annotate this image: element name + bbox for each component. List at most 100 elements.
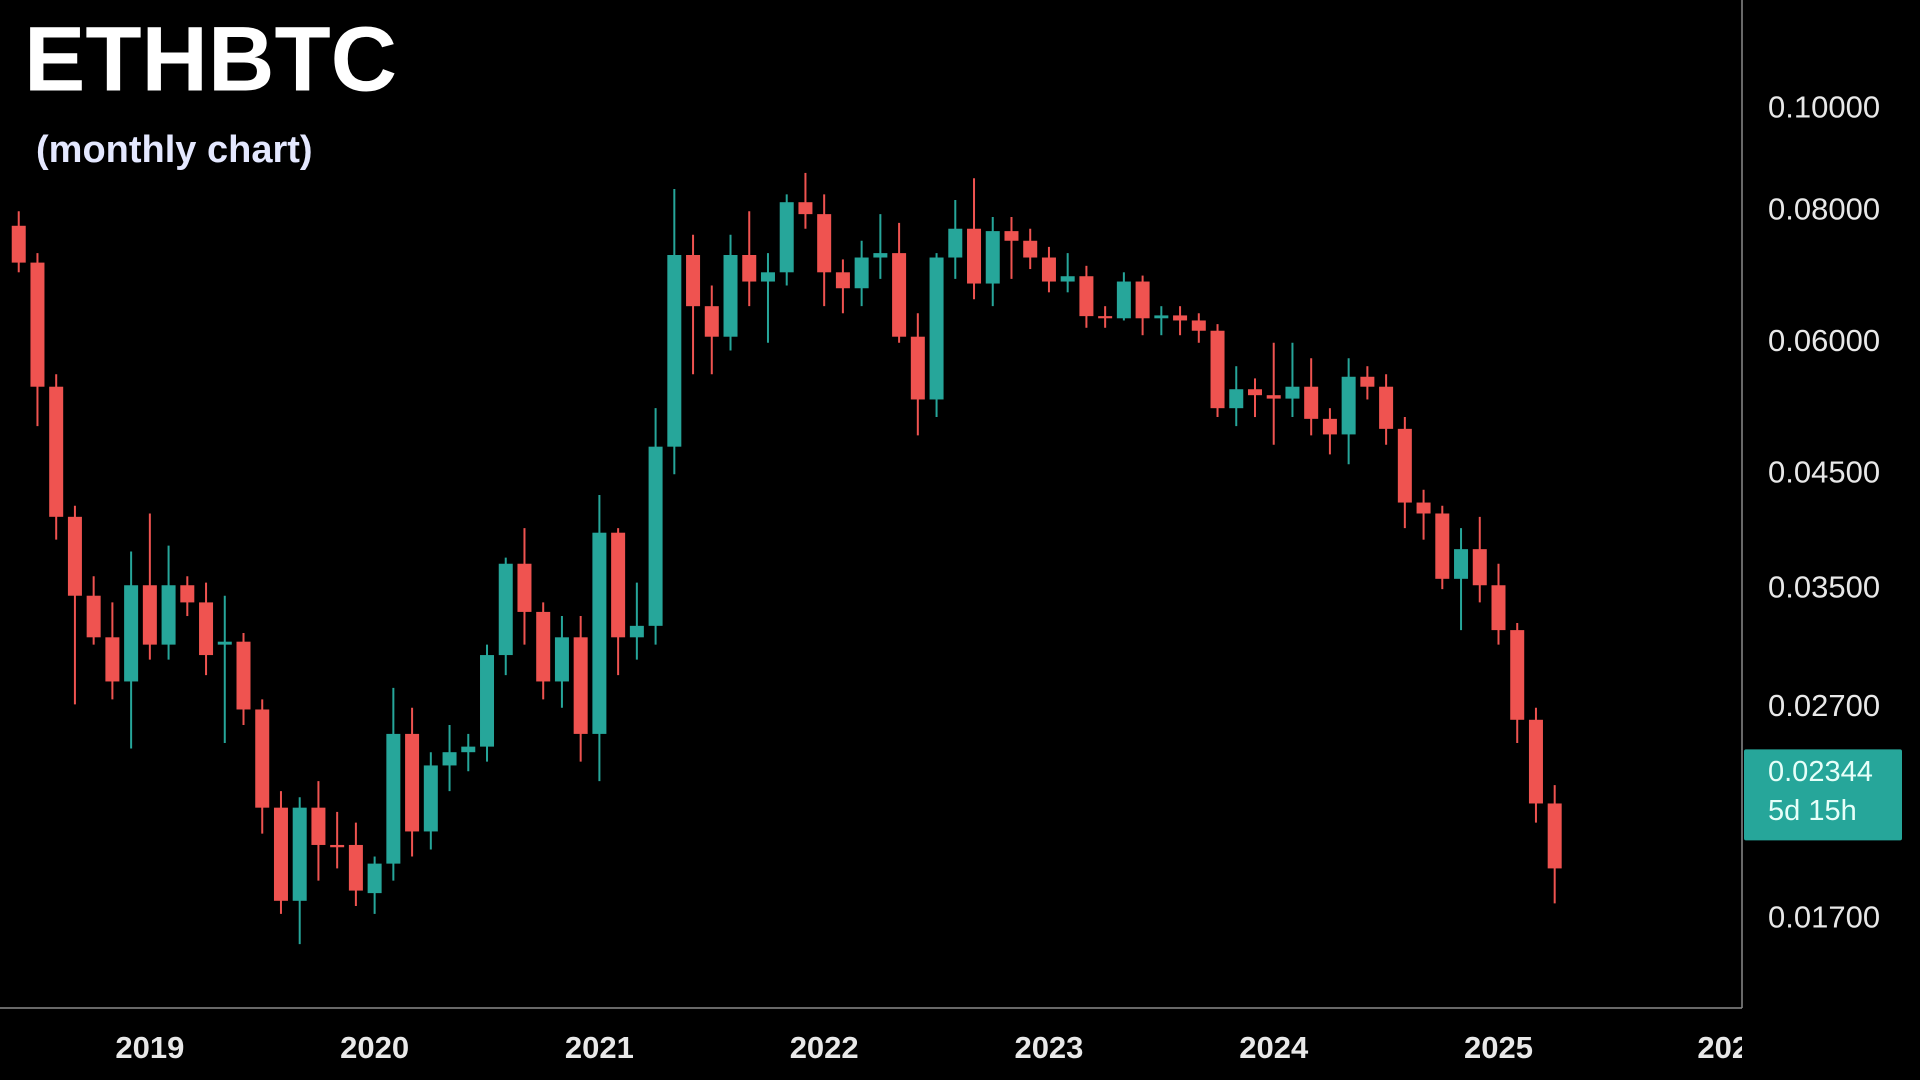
candle-body	[480, 655, 495, 747]
candle-body	[292, 807, 307, 901]
candle-body	[199, 602, 214, 656]
candle-body	[142, 585, 157, 645]
candle-body	[817, 214, 832, 273]
candle-body	[760, 272, 775, 282]
candle-body	[30, 262, 45, 387]
candle-body	[629, 625, 644, 638]
candle-body	[835, 272, 850, 289]
candle-body	[592, 532, 607, 734]
candle-body	[405, 733, 420, 832]
chart-title: ETHBTC	[24, 8, 397, 110]
current-price-tag	[1744, 749, 1902, 841]
candle-body	[554, 637, 569, 682]
x-tick-label: 2019	[115, 1030, 184, 1065]
candle-body	[667, 255, 682, 447]
candle-body	[180, 585, 195, 603]
candle-body	[1098, 316, 1113, 319]
candle-body	[742, 255, 757, 282]
y-tick-label: 0.08000	[1768, 191, 1880, 226]
candle-body	[1491, 585, 1506, 631]
candle-body	[49, 386, 64, 517]
x-tick-label: 202	[1697, 1030, 1749, 1065]
candle-body	[161, 585, 176, 645]
y-tick-label: 0.10000	[1768, 89, 1880, 124]
candle-body	[1304, 386, 1319, 419]
candle-body	[67, 516, 82, 596]
candle-body	[217, 641, 232, 645]
candle-body	[648, 446, 663, 626]
x-tick-label: 2022	[790, 1030, 859, 1065]
candle-body	[1397, 428, 1412, 503]
x-tick-label: 2020	[340, 1030, 409, 1065]
candle-body	[1210, 330, 1225, 409]
candle-body	[86, 595, 101, 638]
countdown-label: 5d 15h	[1768, 795, 1857, 827]
candle-body	[910, 336, 925, 400]
y-tick-label: 0.04500	[1768, 454, 1880, 489]
candle-body	[1079, 276, 1094, 317]
x-tick-label: 2024	[1239, 1030, 1309, 1065]
candle-body	[1229, 389, 1244, 409]
candle-body	[1322, 418, 1337, 435]
candle-body	[798, 202, 813, 215]
candle-body	[1341, 376, 1356, 435]
candle-body	[1472, 549, 1487, 586]
x-tick-label: 2023	[1014, 1030, 1083, 1065]
candle-body	[255, 709, 270, 808]
y-tick-label: 0.03500	[1768, 569, 1880, 604]
candle-body	[1135, 281, 1150, 319]
candle-body	[929, 257, 944, 400]
candle-body	[517, 563, 532, 612]
candle-body	[1023, 240, 1038, 258]
candle-body	[1116, 281, 1131, 319]
candle-body	[105, 637, 120, 682]
candle-body	[498, 563, 513, 656]
candle-body	[1173, 315, 1188, 321]
candle-body	[704, 306, 719, 337]
x-tick-label: 2025	[1464, 1030, 1533, 1065]
candle-body	[423, 765, 438, 832]
candle-body	[1416, 502, 1431, 514]
candle-body	[348, 844, 363, 891]
candle-body	[1379, 386, 1394, 429]
y-tick-label: 0.02700	[1768, 688, 1880, 723]
candle-body	[1360, 376, 1375, 387]
candle-body	[873, 253, 888, 258]
candle-body	[854, 257, 869, 289]
candle-body	[779, 202, 794, 273]
candle-body	[573, 637, 588, 734]
x-tick-label: 2021	[565, 1030, 634, 1065]
candle-body	[686, 255, 701, 307]
candle-body	[124, 585, 139, 682]
candle-body	[367, 863, 382, 894]
candle-body	[723, 255, 738, 337]
candle-body	[611, 532, 626, 638]
current-price-label: 0.02344	[1768, 756, 1873, 788]
candle-body	[1041, 257, 1056, 282]
candle-body	[311, 807, 326, 845]
candle-body	[967, 228, 982, 284]
candle-body	[1435, 513, 1450, 579]
candle-body	[1528, 719, 1543, 804]
candle-body	[386, 733, 401, 864]
candle-body	[442, 752, 457, 766]
candle-body	[892, 253, 907, 337]
candle-body	[1004, 231, 1019, 241]
candle-body	[1060, 276, 1075, 282]
candle-body	[1191, 320, 1206, 331]
candle-body	[461, 746, 476, 753]
candle-body	[536, 611, 551, 682]
candle-body	[1510, 630, 1525, 720]
candle-body	[1454, 549, 1469, 579]
y-tick-label: 0.01700	[1768, 899, 1880, 934]
candle-body	[1266, 395, 1281, 399]
candle-body	[236, 641, 251, 710]
candle-body	[330, 844, 345, 848]
candle-body	[985, 231, 1000, 284]
y-tick-label: 0.06000	[1768, 323, 1880, 358]
candle-body	[1154, 315, 1169, 319]
chart-subtitle: (monthly chart)	[36, 129, 313, 171]
